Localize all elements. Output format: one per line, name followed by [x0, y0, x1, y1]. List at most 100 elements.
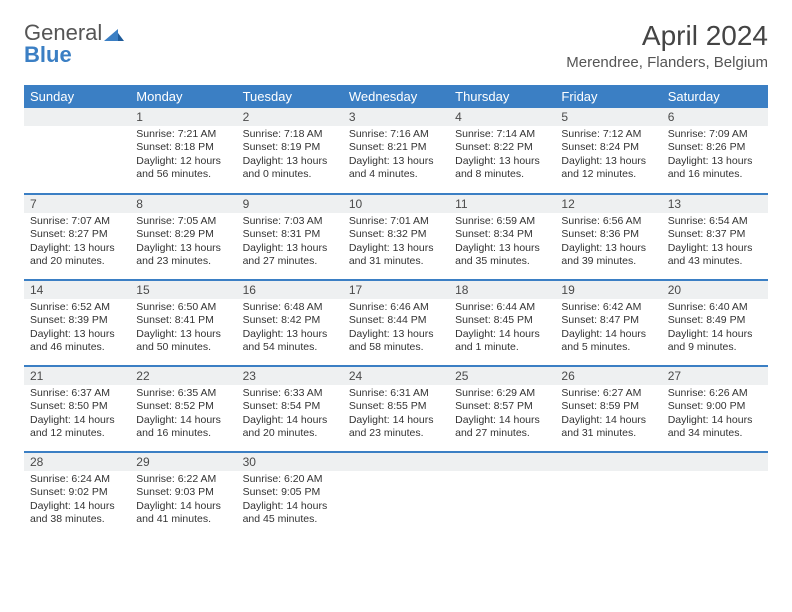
day-details: Sunrise: 7:09 AMSunset: 8:26 PMDaylight:… — [662, 126, 768, 186]
day-details: Sunrise: 6:33 AMSunset: 8:54 PMDaylight:… — [237, 385, 343, 445]
sunset-text: Sunset: 8:26 PM — [668, 141, 762, 154]
daylight-text: Daylight: 13 hours and 20 minutes. — [30, 242, 124, 269]
sunrise-text: Sunrise: 6:59 AM — [455, 215, 549, 228]
weekday-header: Wednesday — [343, 85, 449, 108]
sunset-text: Sunset: 8:27 PM — [30, 228, 124, 241]
daylight-text: Daylight: 13 hours and 39 minutes. — [561, 242, 655, 269]
day-number: 23 — [237, 367, 343, 385]
header: General April 2024 Merendree, Flanders, … — [24, 20, 768, 71]
daylight-text: Daylight: 14 hours and 38 minutes. — [30, 500, 124, 527]
calendar-day-cell: 11Sunrise: 6:59 AMSunset: 8:34 PMDayligh… — [449, 194, 555, 280]
daylight-text: Daylight: 13 hours and 23 minutes. — [136, 242, 230, 269]
sunrise-text: Sunrise: 6:20 AM — [243, 473, 337, 486]
calendar-day-cell: 13Sunrise: 6:54 AMSunset: 8:37 PMDayligh… — [662, 194, 768, 280]
daylight-text: Daylight: 14 hours and 23 minutes. — [349, 414, 443, 441]
day-details: Sunrise: 7:05 AMSunset: 8:29 PMDaylight:… — [130, 213, 236, 273]
day-number: 17 — [343, 281, 449, 299]
sunset-text: Sunset: 8:39 PM — [30, 314, 124, 327]
day-number: 7 — [24, 195, 130, 213]
day-details: Sunrise: 6:22 AMSunset: 9:03 PMDaylight:… — [130, 471, 236, 531]
day-number: 27 — [662, 367, 768, 385]
calendar-day-cell: 22Sunrise: 6:35 AMSunset: 8:52 PMDayligh… — [130, 366, 236, 452]
day-details: Sunrise: 6:44 AMSunset: 8:45 PMDaylight:… — [449, 299, 555, 359]
calendar-day-cell: 27Sunrise: 6:26 AMSunset: 9:00 PMDayligh… — [662, 366, 768, 452]
daylight-text: Daylight: 14 hours and 31 minutes. — [561, 414, 655, 441]
day-details: Sunrise: 6:46 AMSunset: 8:44 PMDaylight:… — [343, 299, 449, 359]
weekday-header: Saturday — [662, 85, 768, 108]
day-number: 16 — [237, 281, 343, 299]
sunset-text: Sunset: 8:19 PM — [243, 141, 337, 154]
daylight-text: Daylight: 13 hours and 31 minutes. — [349, 242, 443, 269]
day-number: 10 — [343, 195, 449, 213]
sunset-text: Sunset: 8:36 PM — [561, 228, 655, 241]
sunset-text: Sunset: 8:54 PM — [243, 400, 337, 413]
sunset-text: Sunset: 9:00 PM — [668, 400, 762, 413]
calendar-day-cell: 29Sunrise: 6:22 AMSunset: 9:03 PMDayligh… — [130, 452, 236, 538]
daylight-text: Daylight: 14 hours and 9 minutes. — [668, 328, 762, 355]
day-details: Sunrise: 7:21 AMSunset: 8:18 PMDaylight:… — [130, 126, 236, 186]
sunrise-text: Sunrise: 6:44 AM — [455, 301, 549, 314]
sunrise-text: Sunrise: 6:42 AM — [561, 301, 655, 314]
day-details: Sunrise: 6:52 AMSunset: 8:39 PMDaylight:… — [24, 299, 130, 359]
daylight-text: Daylight: 13 hours and 8 minutes. — [455, 155, 549, 182]
day-number: 3 — [343, 108, 449, 126]
day-number: 21 — [24, 367, 130, 385]
sunrise-text: Sunrise: 6:50 AM — [136, 301, 230, 314]
day-number: 18 — [449, 281, 555, 299]
calendar-day-cell: 16Sunrise: 6:48 AMSunset: 8:42 PMDayligh… — [237, 280, 343, 366]
daylight-text: Daylight: 14 hours and 41 minutes. — [136, 500, 230, 527]
sunset-text: Sunset: 9:05 PM — [243, 486, 337, 499]
calendar-day-cell: 8Sunrise: 7:05 AMSunset: 8:29 PMDaylight… — [130, 194, 236, 280]
calendar-day-cell: 6Sunrise: 7:09 AMSunset: 8:26 PMDaylight… — [662, 108, 768, 194]
month-title: April 2024 — [566, 20, 768, 52]
day-details: Sunrise: 7:12 AMSunset: 8:24 PMDaylight:… — [555, 126, 661, 186]
calendar-day-cell: 4Sunrise: 7:14 AMSunset: 8:22 PMDaylight… — [449, 108, 555, 194]
calendar-day-cell: 14Sunrise: 6:52 AMSunset: 8:39 PMDayligh… — [24, 280, 130, 366]
title-block: April 2024 Merendree, Flanders, Belgium — [566, 20, 768, 71]
logo-mark-icon — [104, 25, 124, 41]
day-details: Sunrise: 6:26 AMSunset: 9:00 PMDaylight:… — [662, 385, 768, 445]
sunset-text: Sunset: 8:34 PM — [455, 228, 549, 241]
day-number: 5 — [555, 108, 661, 126]
daylight-text: Daylight: 14 hours and 16 minutes. — [136, 414, 230, 441]
calendar-day-cell: 19Sunrise: 6:42 AMSunset: 8:47 PMDayligh… — [555, 280, 661, 366]
day-number-empty — [24, 108, 130, 126]
day-number-empty — [343, 453, 449, 471]
day-number: 30 — [237, 453, 343, 471]
sunrise-text: Sunrise: 6:56 AM — [561, 215, 655, 228]
day-number: 6 — [662, 108, 768, 126]
sunrise-text: Sunrise: 6:27 AM — [561, 387, 655, 400]
sunrise-text: Sunrise: 6:22 AM — [136, 473, 230, 486]
calendar-day-cell: 23Sunrise: 6:33 AMSunset: 8:54 PMDayligh… — [237, 366, 343, 452]
calendar-day-cell — [555, 452, 661, 538]
day-number: 9 — [237, 195, 343, 213]
day-details: Sunrise: 6:48 AMSunset: 8:42 PMDaylight:… — [237, 299, 343, 359]
calendar-day-cell: 15Sunrise: 6:50 AMSunset: 8:41 PMDayligh… — [130, 280, 236, 366]
day-number: 4 — [449, 108, 555, 126]
day-details: Sunrise: 6:59 AMSunset: 8:34 PMDaylight:… — [449, 213, 555, 273]
sunset-text: Sunset: 8:45 PM — [455, 314, 549, 327]
day-details: Sunrise: 6:24 AMSunset: 9:02 PMDaylight:… — [24, 471, 130, 531]
sunrise-text: Sunrise: 7:12 AM — [561, 128, 655, 141]
daylight-text: Daylight: 13 hours and 0 minutes. — [243, 155, 337, 182]
sunset-text: Sunset: 8:29 PM — [136, 228, 230, 241]
day-details: Sunrise: 6:50 AMSunset: 8:41 PMDaylight:… — [130, 299, 236, 359]
sunset-text: Sunset: 8:32 PM — [349, 228, 443, 241]
calendar-day-cell: 2Sunrise: 7:18 AMSunset: 8:19 PMDaylight… — [237, 108, 343, 194]
sunrise-text: Sunrise: 7:03 AM — [243, 215, 337, 228]
weekday-header-row: Sunday Monday Tuesday Wednesday Thursday… — [24, 85, 768, 108]
daylight-text: Daylight: 13 hours and 4 minutes. — [349, 155, 443, 182]
sunrise-text: Sunrise: 6:37 AM — [30, 387, 124, 400]
day-number-empty — [555, 453, 661, 471]
daylight-text: Daylight: 14 hours and 34 minutes. — [668, 414, 762, 441]
calendar-day-cell: 1Sunrise: 7:21 AMSunset: 8:18 PMDaylight… — [130, 108, 236, 194]
sunrise-text: Sunrise: 6:26 AM — [668, 387, 762, 400]
sunrise-text: Sunrise: 7:09 AM — [668, 128, 762, 141]
sunrise-text: Sunrise: 7:14 AM — [455, 128, 549, 141]
daylight-text: Daylight: 13 hours and 50 minutes. — [136, 328, 230, 355]
calendar-table: Sunday Monday Tuesday Wednesday Thursday… — [24, 85, 768, 538]
daylight-text: Daylight: 14 hours and 12 minutes. — [30, 414, 124, 441]
day-details: Sunrise: 6:35 AMSunset: 8:52 PMDaylight:… — [130, 385, 236, 445]
daylight-text: Daylight: 12 hours and 56 minutes. — [136, 155, 230, 182]
day-number: 29 — [130, 453, 236, 471]
